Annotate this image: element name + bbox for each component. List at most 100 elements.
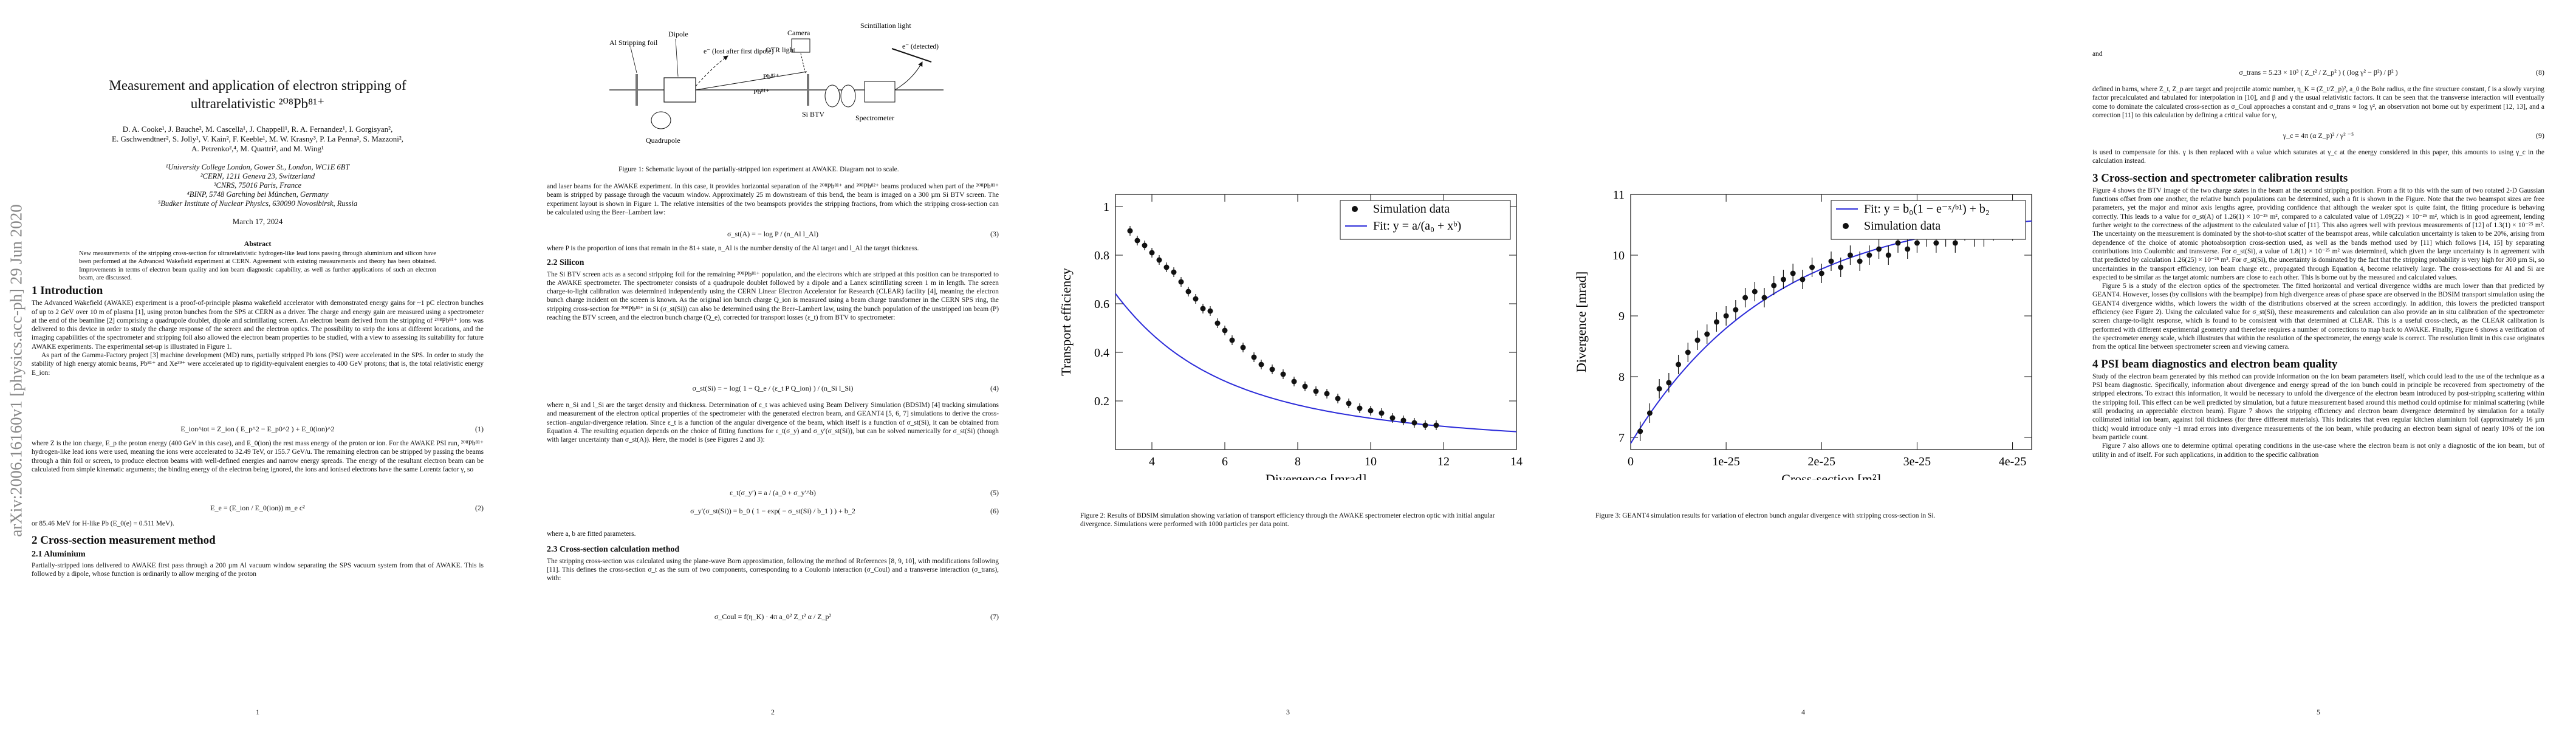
abstract: New measurements of the stripping cross-… [79, 250, 436, 281]
data-point [1214, 320, 1221, 326]
data-point [1400, 417, 1406, 423]
data-point [1895, 240, 1901, 246]
s4-paragraph-2: Figure 7 also allows one to determine op… [2092, 442, 2544, 459]
authors-line-1: D. A. Cooke¹, J. Bauche², M. Cascella¹, … [122, 125, 393, 134]
data-point [1914, 240, 1920, 246]
figure-2-caption: Figure 2: Results of BDSIM simulation sh… [1080, 512, 1495, 528]
equation-7-number: (7) [990, 612, 999, 621]
dipole-shape [663, 77, 696, 103]
page-number: 2 [771, 708, 775, 716]
x-axis-label: Divergence [mrad] [1266, 471, 1366, 480]
affiliation-5: ⁵Budker Institute of Nuclear Physics, 63… [157, 199, 358, 208]
figure-2-chart: 4 6 8 10 12 14 0.2 0.4 0.6 0.8 1 Divergence [mrad] T… [1058, 194, 1523, 480]
data-point [1313, 388, 1319, 394]
equation-6-body: σ_y′(σ_st(Si)) = b_0 ( 1 − exp( − σ_st(S… [690, 507, 855, 515]
data-point [1818, 270, 1824, 276]
plot-frame [1115, 194, 1517, 450]
data-point [1127, 228, 1133, 234]
label-pb81: Pb⁸¹⁺ [753, 87, 770, 96]
legend-box [1340, 200, 1511, 240]
legend-label: Simulation data [1864, 219, 1941, 233]
data-point [1222, 327, 1228, 334]
x-tick-label: 10 [1365, 455, 1377, 468]
page-number: 1 [256, 708, 259, 716]
p2-paragraph-5: where a, b are fitted parameters. [547, 530, 636, 538]
legend-label: Simulation data [1373, 202, 1450, 216]
data-point [1163, 264, 1170, 270]
data-point [1933, 240, 1939, 246]
data-point [1857, 258, 1863, 264]
data-point [1685, 349, 1691, 355]
section-1-heading: 1 Introduction [32, 284, 103, 297]
label-scintillation: Scintillation light [860, 21, 911, 30]
equation-1: E_ion^tot = Z_ion ( E_p^2 − E_p0^2 ) + E… [32, 422, 484, 437]
data-point [1422, 422, 1428, 428]
affiliations: ¹University College London, Gower St., L… [32, 163, 484, 208]
equation-8: σ_trans = 5.23 × 10³ ( Z_t² / Z_p² ) ( (… [2092, 66, 2544, 80]
x-tick-label: 6 [1222, 455, 1228, 468]
data-point [1193, 296, 1199, 302]
data-point [1178, 279, 1184, 285]
data-point [1302, 383, 1308, 389]
data-point [1324, 391, 1330, 397]
y-tick-label: 11 [1613, 188, 1625, 202]
section-3: is used to compensate for this. γ is the… [2092, 148, 2544, 459]
p2-paragraph-1: and laser beams for the AWAKE experiment… [547, 183, 999, 216]
label-pb82: Pb⁸²⁺ [763, 72, 779, 81]
section-2-2-heading: 2.2 Silicon [547, 258, 584, 268]
affiliation-2: ²CERN, 1211 Geneva 23, Switzerland [200, 172, 315, 180]
x-tick-label: 0 [1628, 455, 1634, 468]
p5-paragraph-2: is used to compensate for this. γ is the… [2092, 149, 2544, 165]
x-axis-label: Cross-section [m²] [1781, 471, 1881, 480]
data-point [1952, 240, 1958, 246]
data-point [1905, 246, 1911, 252]
data-point [1335, 395, 1341, 402]
data-point [1646, 410, 1653, 416]
s3-paragraph-2: Figure 5 is a study of the electron opti… [2092, 282, 2544, 351]
x-tick-label: 3e-25 [1903, 455, 1931, 468]
data-point [1200, 306, 1206, 312]
y-tick-label: 9 [1619, 310, 1625, 323]
label-dipole: Dipole [668, 30, 688, 38]
equation-4: σ_st(Si) = − log( 1 − Q_e / (ε_t P Q_ion… [547, 382, 999, 396]
page-number: 4 [1801, 708, 1805, 716]
label-detected: e⁻ (detected) [902, 43, 939, 50]
page-number: 3 [1286, 708, 1290, 716]
data-point [1389, 415, 1396, 421]
data-point [1694, 337, 1701, 343]
s3-paragraph-1: Figure 4 shows the BTV image of the two … [2092, 187, 2544, 281]
legend-label: Fit: y = a/(a₀ + xᵇ) [1373, 219, 1461, 233]
title-line-2: ultrarelativistic ²⁰⁸Pb⁸¹⁺ [190, 96, 325, 111]
equation-3-number: (3) [990, 230, 999, 238]
abstract-heading: Abstract [244, 239, 272, 248]
equation-7-body: σ_Coul = f(η_K) · 4π a_0² Z_t² α / Z_p² [714, 612, 832, 621]
equation-2-number: (2) [475, 504, 484, 512]
data-point [1828, 258, 1834, 264]
s4-paragraph-1: Study of the electron beam generated by … [2092, 372, 2544, 441]
equation-2-body: E_e = (E_ion / E_0(ion)) m_e c² [210, 504, 305, 512]
arxiv-sidebar: arXiv:2006.16160v1 [physics.acc-ph] 29 J… [7, 67, 26, 674]
equation-8-body: σ_trans = 5.23 × 10³ ( Z_t² / Z_p² ) ( (… [2239, 68, 2398, 77]
data-point [1240, 344, 1246, 351]
screen-shape [891, 48, 932, 63]
y-tick-label: 7 [1619, 431, 1625, 445]
page-number: 5 [2317, 708, 2320, 716]
data-point [1637, 428, 1643, 434]
data-point [1185, 289, 1191, 295]
data-point [1733, 307, 1739, 313]
p5-and: and [2092, 50, 2103, 58]
y-tick-label: 8 [1619, 371, 1625, 384]
label-lost-electron: e⁻ (lost after first dipole) [704, 48, 773, 55]
equation-4-number: (4) [990, 384, 999, 392]
data-point [1346, 400, 1352, 406]
label-quadrupole: Quadrupole [646, 136, 680, 145]
data-point [1838, 264, 1844, 270]
data-point [1742, 295, 1749, 301]
data-point [1357, 405, 1363, 411]
x-tick-label: 14 [1510, 455, 1523, 468]
authors: D. A. Cooke¹, J. Bauche², M. Cascella¹, … [32, 125, 484, 154]
data-point [1800, 276, 1806, 282]
data-point [1723, 313, 1729, 319]
data-point [1134, 238, 1140, 244]
plot-frame [1630, 194, 2032, 450]
